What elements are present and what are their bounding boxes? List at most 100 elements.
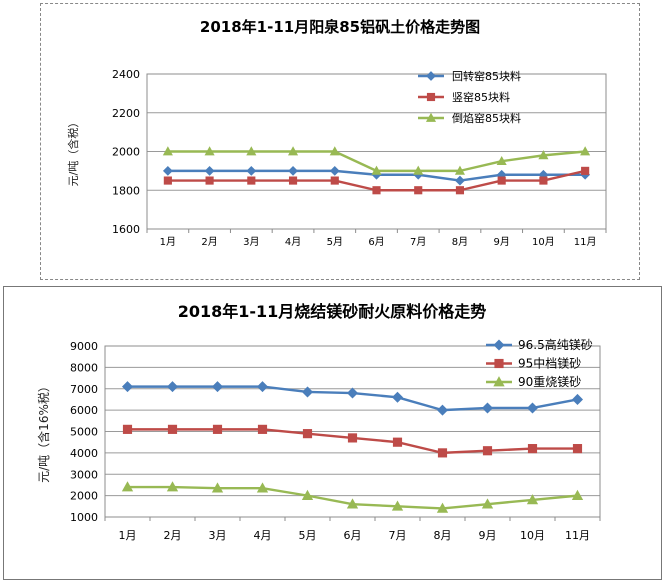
legend-marker: [493, 339, 505, 351]
data-point: [121, 481, 134, 492]
data-point: [414, 186, 423, 195]
x-tick-label: 11月: [565, 529, 590, 542]
x-tick-label: 6月: [344, 529, 362, 542]
data-point: [572, 444, 583, 454]
y-tick-label: 6000: [70, 404, 98, 417]
legend-label: 90重烧镁砂: [518, 375, 581, 389]
data-point: [497, 176, 506, 185]
legend-marker: [493, 376, 505, 387]
data-point: [526, 402, 539, 414]
data-point: [301, 386, 314, 398]
data-point: [162, 146, 173, 156]
data-point: [571, 393, 584, 405]
data-point: [330, 176, 339, 185]
alumina-price-chart: 2018年1-11月阳泉85铝矾土价格走势图 元/吨（含税） 1600 1800 200…: [40, 3, 640, 280]
legend-marker: [426, 71, 436, 81]
legend-label: 95中档镁砂: [518, 356, 581, 371]
y-tick-label: 7000: [70, 383, 98, 396]
x-tick-label: 8月: [452, 236, 468, 248]
data-point: [302, 429, 313, 439]
plot-area: [104, 345, 601, 518]
data-point: [371, 165, 382, 175]
data-point: [163, 176, 172, 185]
legend-label: 96.5高纯镁砂: [518, 337, 593, 352]
x-tick-label: 4月: [254, 529, 272, 542]
data-point: [205, 176, 214, 185]
data-point: [392, 437, 403, 447]
x-tick-label: 10月: [520, 529, 545, 542]
legend-marker: [426, 92, 436, 102]
data-point: [346, 387, 359, 399]
data-point: [436, 502, 449, 513]
x-tick-label: 9月: [493, 236, 509, 248]
data-point: [346, 498, 359, 509]
x-tick-label: 2月: [201, 236, 217, 248]
series-2: [122, 424, 583, 458]
x-tick-label: 7月: [389, 529, 407, 542]
data-point: [121, 381, 134, 393]
data-point: [256, 482, 269, 493]
series-3: [162, 146, 591, 175]
x-tick-label: 3月: [209, 529, 227, 542]
chart-title: 2018年1-11月烧结镁砂耐火原料价格走势: [178, 302, 487, 321]
data-point: [287, 146, 299, 156]
data-point: [166, 381, 179, 393]
data-point: [581, 166, 590, 175]
x-tick-label: 9月: [479, 529, 497, 542]
y-tick-label: 5000: [70, 426, 98, 439]
data-point: [527, 444, 538, 454]
data-point: [580, 146, 591, 156]
data-point: [413, 165, 424, 175]
y-tick-label: 1600: [112, 223, 140, 236]
data-point: [162, 165, 173, 176]
data-point: [571, 489, 584, 500]
x-tick-label: 11月: [574, 236, 597, 248]
data-point: [391, 500, 404, 511]
data-point: [288, 165, 298, 176]
data-point: [122, 424, 133, 434]
data-point: [246, 146, 257, 156]
x-tick-label: 8月: [434, 529, 452, 542]
legend-label: 回转窑85块料: [452, 69, 521, 83]
data-point: [482, 446, 493, 456]
y-tick-label: 1000: [70, 511, 98, 524]
data-point: [436, 404, 449, 416]
data-point: [391, 391, 404, 403]
data-point: [329, 165, 340, 176]
data-point: [246, 165, 257, 176]
y-tick-label: 2000: [70, 490, 98, 503]
data-point: [257, 424, 268, 434]
y-tick-label: 8000: [70, 361, 98, 374]
legend-label: 竖窑85块料: [452, 90, 510, 104]
data-point: [454, 165, 466, 175]
data-point: [166, 481, 179, 492]
chart-title: 2018年1-11月阳泉85铝矾土价格走势图: [200, 18, 480, 36]
data-point: [212, 424, 223, 434]
y-tick-label: 4000: [70, 447, 98, 460]
x-tick-label: 6月: [368, 236, 384, 248]
legend-label: 倒焰窑85块料: [452, 111, 521, 125]
y-tick-label: 3000: [70, 468, 98, 481]
magnesia-price-chart: 2018年1-11月烧结镁砂耐火原料价格走势 元/吨（含16%税） 1000 2000…: [3, 286, 662, 580]
y-tick-label: 2000: [112, 146, 140, 159]
x-tick-label: 7月: [410, 236, 426, 248]
legend-marker: [425, 112, 437, 122]
data-point: [437, 448, 448, 458]
data-point: [481, 498, 494, 509]
data-point: [496, 155, 507, 166]
legend-marker: [494, 358, 504, 369]
data-point: [301, 489, 314, 500]
data-point: [204, 146, 215, 156]
x-tick-label: 4月: [285, 236, 301, 248]
data-point: [539, 176, 548, 185]
y-tick-label: 2200: [112, 107, 140, 120]
plot-area: [146, 73, 607, 230]
data-point: [288, 176, 298, 185]
series-3: [121, 481, 584, 513]
data-point: [455, 186, 465, 195]
x-tick-label: 5月: [299, 529, 317, 542]
data-point: [481, 402, 494, 414]
data-point: [211, 482, 224, 493]
